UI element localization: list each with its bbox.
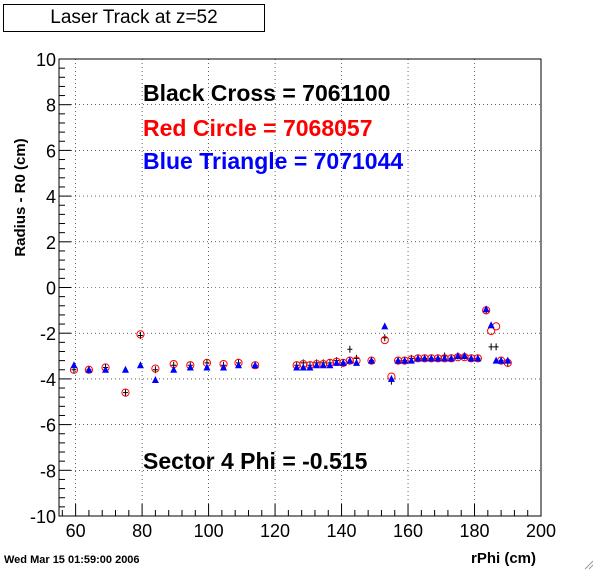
blue-triangle-marker xyxy=(170,365,178,373)
axes: -10 -8 -6 -4 -2 0 2 4 6 8 10 60 80 100 120 140 160 180 200 xyxy=(30,50,556,541)
blue-triangle-marker xyxy=(70,361,78,369)
blue-triangle-marker xyxy=(339,358,347,366)
y-tick-label: -8 xyxy=(40,461,56,481)
blue-triangle-marker xyxy=(492,356,500,364)
black-cross-marker xyxy=(347,345,353,353)
red-circle-marker xyxy=(136,330,145,339)
blue-triangle-marker xyxy=(313,361,321,369)
blue-triangle-marker xyxy=(394,356,402,364)
y-tick-label: -6 xyxy=(40,416,56,436)
red-circle-marker xyxy=(121,388,130,397)
x-axis-label: rPhi (cm) xyxy=(471,550,536,567)
y-tick-label: 0 xyxy=(46,279,56,299)
blue-triangle-marker xyxy=(102,365,110,373)
y-tick-label: 4 xyxy=(46,187,56,207)
chart-title: Laser Track at z=52 xyxy=(3,4,265,32)
blue-triangle-marker xyxy=(467,354,475,362)
x-tick-label: 200 xyxy=(526,521,556,541)
blue-triangle-marker xyxy=(235,361,243,369)
blue-triangle-marker xyxy=(381,322,389,330)
blue-triangle-marker xyxy=(461,352,469,360)
red-circle-annotation: Red Circle = 7068057 xyxy=(143,115,373,141)
y-tick-label: 2 xyxy=(46,233,56,253)
blue-triangle-marker xyxy=(346,356,354,364)
black-cross-marker xyxy=(382,334,388,342)
y-axis-label: Radius - R0 (cm) xyxy=(12,138,29,256)
blue-triangle-marker xyxy=(220,363,228,371)
blue-triangle-marker xyxy=(326,361,334,369)
blue-triangle-marker xyxy=(401,356,409,364)
blue-triangle-marker xyxy=(203,363,211,371)
blue-triangle-marker xyxy=(333,358,341,366)
blue-triangle-marker xyxy=(474,354,482,362)
blue-triangle-marker xyxy=(434,354,442,362)
black-cross-annotation: Black Cross = 7061100 xyxy=(143,80,391,106)
circle-series xyxy=(69,306,512,397)
blue-triangle-marker xyxy=(447,354,455,362)
y-tick-label: 10 xyxy=(36,50,56,70)
blue-triangle-marker xyxy=(504,356,512,364)
sector-annotation: Sector 4 Phi = -0.515 xyxy=(143,448,368,474)
blue-triangle-marker xyxy=(454,352,462,360)
black-cross-marker xyxy=(122,389,128,397)
data-points xyxy=(69,305,512,397)
blue-triangle-marker xyxy=(306,363,314,371)
blue-triangle-marker xyxy=(421,354,429,362)
resize-handle-icon[interactable] xyxy=(584,560,594,570)
x-tick-label: 140 xyxy=(327,521,357,541)
timestamp: Wed Mar 15 01:59:00 2006 xyxy=(4,554,140,566)
grid-lines xyxy=(59,59,541,516)
blue-triangle-marker xyxy=(85,365,93,373)
x-tick-label: 180 xyxy=(459,521,489,541)
y-tick-label: -10 xyxy=(30,507,56,527)
blue-triangle-marker xyxy=(441,354,449,362)
black-cross-marker xyxy=(488,343,494,351)
blue-triangle-marker xyxy=(367,356,375,364)
cross-series xyxy=(71,306,511,397)
y-tick-label: -4 xyxy=(40,370,56,390)
blue-triangle-annotation: Blue Triangle = 7071044 xyxy=(143,148,404,174)
red-circle-marker xyxy=(151,364,160,373)
blue-triangle-marker xyxy=(186,363,194,371)
blue-triangle-marker xyxy=(482,305,490,313)
blue-triangle-marker xyxy=(387,374,395,382)
red-circle-marker xyxy=(380,335,389,345)
blue-triangle-marker xyxy=(299,363,307,371)
y-tick-label: 8 xyxy=(46,96,56,116)
blue-triangle-marker xyxy=(121,365,129,373)
blue-triangle-marker xyxy=(319,361,327,369)
blue-triangle-marker xyxy=(136,361,144,369)
x-tick-label: 80 xyxy=(132,521,152,541)
x-tick-label: 60 xyxy=(66,521,86,541)
blue-triangle-marker xyxy=(293,363,301,371)
blue-triangle-marker xyxy=(487,321,495,329)
blue-triangle-marker xyxy=(151,376,159,384)
blue-triangle-marker xyxy=(407,356,415,364)
blue-triangle-marker xyxy=(353,358,361,366)
blue-triangle-marker xyxy=(414,354,422,362)
triangle-series xyxy=(70,305,512,384)
y-tick-label: 6 xyxy=(46,141,56,161)
blue-triangle-marker xyxy=(427,354,435,362)
blue-triangle-marker xyxy=(497,356,505,364)
x-tick-label: 160 xyxy=(393,521,423,541)
x-tick-label: 120 xyxy=(260,521,290,541)
x-tick-label: 100 xyxy=(194,521,224,541)
y-tick-label: -2 xyxy=(40,324,56,344)
black-cross-marker xyxy=(493,343,499,351)
blue-triangle-marker xyxy=(251,361,259,369)
